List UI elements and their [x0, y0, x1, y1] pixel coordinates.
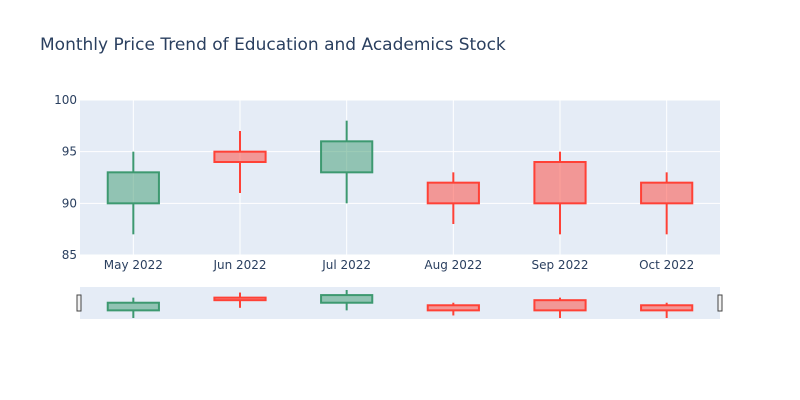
- y-tick-label: 90: [62, 196, 77, 210]
- y-tick-label: 85: [62, 248, 77, 262]
- rangeslider-background[interactable]: [80, 287, 720, 319]
- candle-body: [533, 161, 587, 205]
- rangeslider-candle[interactable]: [106, 297, 160, 318]
- x-tick-label: Jul 2022: [321, 258, 371, 272]
- candle-body: [533, 299, 587, 312]
- y-tick-label: 95: [62, 145, 77, 159]
- candles: [106, 120, 694, 235]
- x-tick-label: May 2022: [104, 258, 163, 272]
- candle-body: [213, 150, 267, 164]
- rangeslider-candles: [106, 290, 694, 318]
- candle-body: [640, 304, 694, 312]
- plot-area: [80, 100, 720, 255]
- x-tick-label: Jun 2022: [212, 258, 266, 272]
- candle[interactable]: [426, 172, 480, 224]
- candle-body: [426, 304, 480, 312]
- candle-body: [106, 171, 160, 205]
- chart-title: Monthly Price Trend of Education and Aca…: [40, 35, 506, 55]
- candle[interactable]: [320, 120, 374, 204]
- candle[interactable]: [213, 131, 267, 193]
- candle-body: [320, 140, 374, 174]
- x-tick-label: Sep 2022: [532, 258, 589, 272]
- rangeslider-candle[interactable]: [640, 302, 694, 318]
- x-axis: May 2022 Jun 2022 Jul 2022 Aug 2022 Sep 2022…: [104, 258, 694, 272]
- candle[interactable]: [640, 172, 694, 235]
- candle-body: [426, 181, 480, 205]
- candle-body: [106, 301, 160, 312]
- rangeslider-left-handle[interactable]: [76, 294, 82, 312]
- candle-body: [213, 296, 267, 302]
- rangeslider-right-handle[interactable]: [717, 294, 723, 312]
- x-tick-label: Oct 2022: [639, 258, 694, 272]
- candle[interactable]: [533, 151, 587, 235]
- rangeslider-candle[interactable]: [426, 302, 480, 316]
- candle-body: [640, 181, 694, 205]
- candle[interactable]: [106, 151, 160, 235]
- rangeslider-candle[interactable]: [320, 290, 374, 311]
- y-tick-label: 100: [54, 93, 77, 107]
- x-tick-label: Aug 2022: [424, 258, 482, 272]
- y-axis: 85 90 95 100: [54, 93, 77, 262]
- candle-body: [320, 294, 374, 304]
- rangeslider-candle[interactable]: [533, 297, 587, 318]
- rangeslider-candle[interactable]: [213, 292, 267, 308]
